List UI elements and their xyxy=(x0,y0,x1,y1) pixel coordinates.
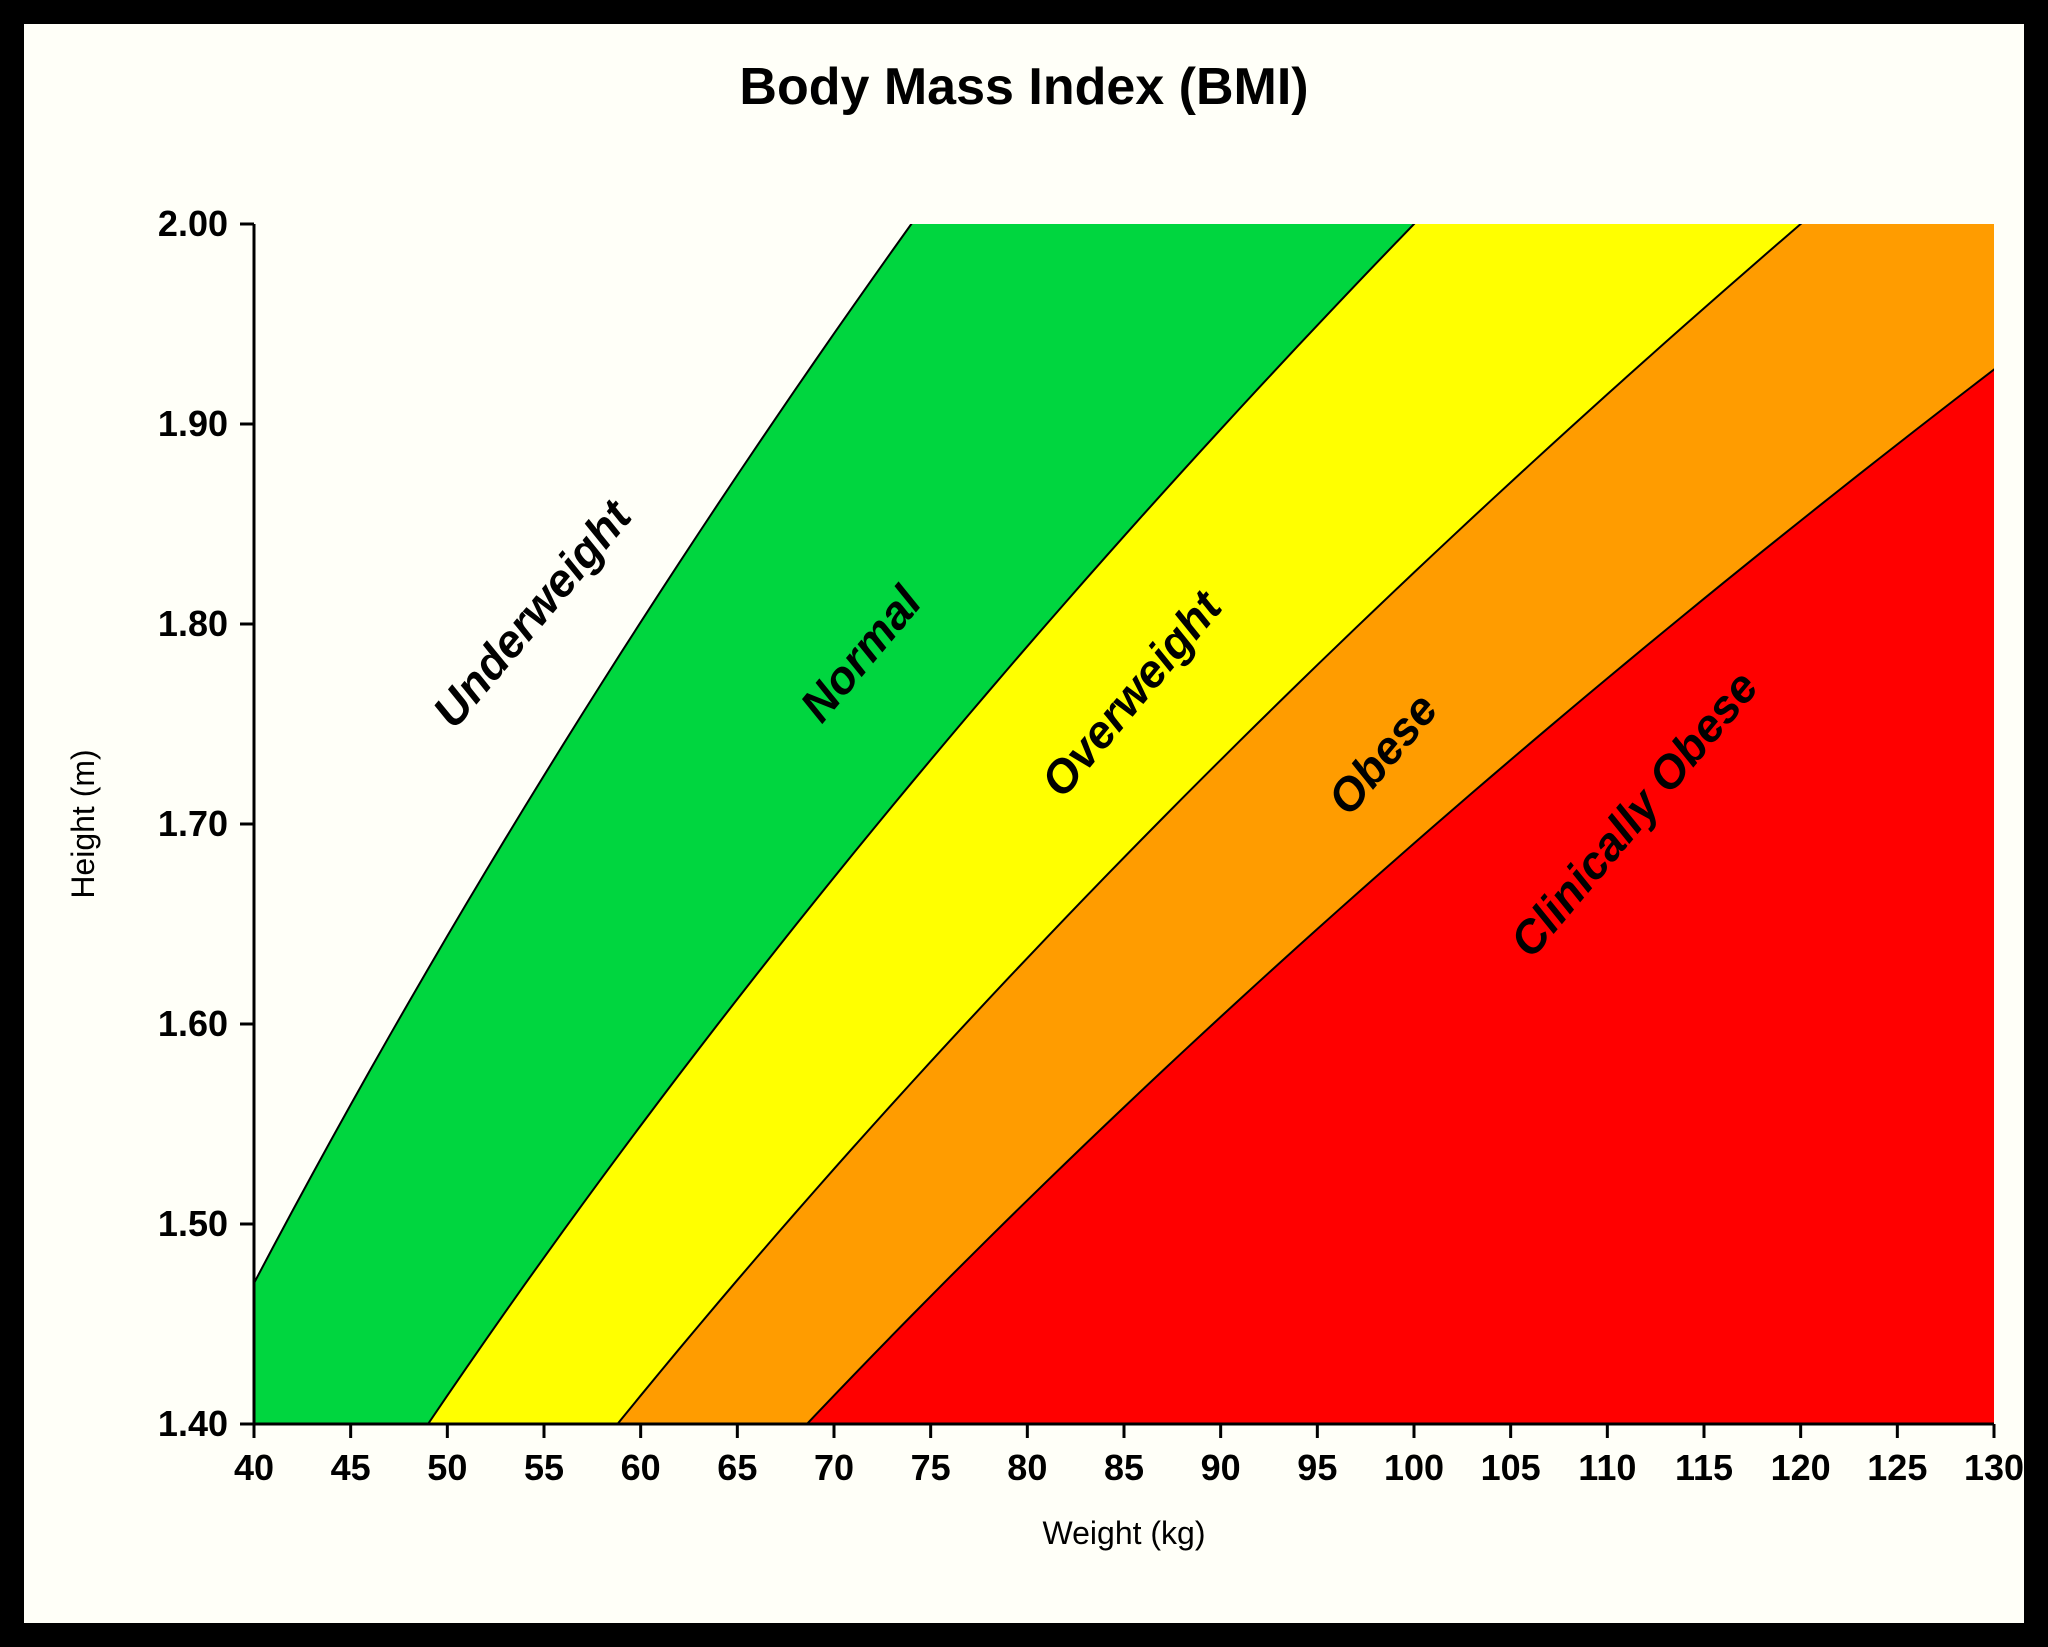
y-tick-label: 1.70 xyxy=(158,803,228,844)
x-tick-label: 95 xyxy=(1297,1447,1337,1488)
y-axis-label: Height (m) xyxy=(65,749,101,898)
plot-area: UnderweightNormalOverweightObeseClinical… xyxy=(61,24,2024,1623)
x-tick-label: 55 xyxy=(524,1447,564,1488)
x-tick-label: 45 xyxy=(331,1447,371,1488)
x-tick-label: 75 xyxy=(911,1447,951,1488)
y-tick-label: 2.00 xyxy=(158,203,228,244)
x-tick-label: 100 xyxy=(1384,1447,1444,1488)
y-tick-label: 1.90 xyxy=(158,403,228,444)
x-tick-label: 110 xyxy=(1578,1447,1636,1488)
y-tick-label: 1.80 xyxy=(158,603,228,644)
x-tick-label: 50 xyxy=(427,1447,467,1488)
y-tick-label: 1.40 xyxy=(158,1403,228,1444)
bmi-chart-svg: Body Mass Index (BMI) UnderweightNormalO… xyxy=(24,24,2024,1623)
x-tick-label: 130 xyxy=(1964,1447,2024,1488)
x-tick-label: 105 xyxy=(1481,1447,1541,1488)
x-tick-label: 70 xyxy=(814,1447,854,1488)
chart-title: Body Mass Index (BMI) xyxy=(739,58,1308,116)
chart-outer-border: Body Mass Index (BMI) UnderweightNormalO… xyxy=(0,0,2048,1647)
x-tick-label: 125 xyxy=(1867,1447,1927,1488)
y-tick-label: 1.60 xyxy=(158,1003,228,1044)
x-tick-label: 115 xyxy=(1675,1447,1733,1488)
x-tick-label: 80 xyxy=(1007,1447,1047,1488)
y-tick-label: 1.50 xyxy=(158,1203,228,1244)
x-tick-label: 120 xyxy=(1771,1447,1831,1488)
x-tick-label: 65 xyxy=(717,1447,757,1488)
chart-panel: Body Mass Index (BMI) UnderweightNormalO… xyxy=(24,24,2024,1623)
x-tick-label: 85 xyxy=(1104,1447,1144,1488)
x-tick-label: 90 xyxy=(1201,1447,1241,1488)
x-tick-label: 60 xyxy=(621,1447,661,1488)
x-tick-label: 40 xyxy=(234,1447,274,1488)
x-axis-label: Weight (kg) xyxy=(1042,1515,1205,1551)
